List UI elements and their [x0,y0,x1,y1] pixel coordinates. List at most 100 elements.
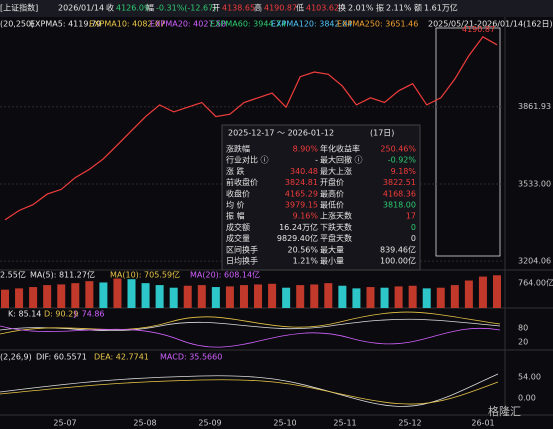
header-field: 2.01% [348,4,374,13]
range-selection[interactable] [435,27,501,257]
stats-cell: 9.18% [391,167,417,176]
volume-bar [338,285,347,308]
high-marker: 4190.87 [462,25,495,34]
volume-bar [478,276,487,308]
x-label: 25-11 [333,419,356,428]
stats-cell: 250.46% [380,145,416,154]
volume-bar [254,284,263,308]
stats-cell: 振 幅 [226,211,245,221]
volume-bar [352,288,361,308]
volume-bar [296,285,305,308]
header-field: 振 [376,3,384,13]
stats-cell: 4168.36 [383,189,416,198]
stats-cell: 0 [411,223,416,232]
stats-cell: 成交量 [226,233,250,243]
price-line [4,36,498,221]
header-field: [上证指数] [0,3,38,13]
stats-cell: 3818.00 [383,201,416,210]
header-field: 额 [414,3,422,13]
volume-bar [43,285,52,308]
kdj-tick: 80 [518,324,528,333]
volume-bar [225,286,234,308]
volume-bar [464,280,473,308]
stats-cell: 最大上涨 [320,166,352,176]
stats-cell: 行业对比 ⓘ [226,155,269,165]
stats-cell: 100.00亿 [380,256,416,266]
volume-bar [268,283,277,308]
expma-item: EXPMA120: 3842.04 [271,20,352,29]
volume-legend: MA(5): 811.27亿 [30,270,95,280]
volume-bar [85,281,94,308]
stats-cell: 839.46亿 [380,244,416,254]
x-label: 25-08 [133,419,156,428]
stats-cell: 年化收益率 [320,144,360,154]
x-label: 25-10 [273,419,296,428]
macd-tick: 0.00 [518,394,536,403]
stats-cell: 最低价 [320,200,344,210]
stats-cell: 上涨天数 [320,211,352,221]
header-field: 收 [106,3,114,13]
kdj-k [0,318,501,332]
stats-cell: 成交额 [226,222,250,232]
volume-bar [450,285,459,308]
volume-bar [394,286,403,308]
expma-range: 2025/05/21-2026/01/14(162日) [428,20,553,29]
volume-bar [141,283,150,308]
watermark: 格隆汇 [488,404,521,418]
header-field: -0.31%(-12.67) [156,4,216,13]
header-field: 1.61万亿 [424,3,458,13]
y-tick-label: 3861.93 [518,102,551,111]
kdj-j [0,325,501,348]
macd-legend: (2,26,9) [0,353,32,362]
volume-bar [282,287,291,308]
volume-bar [57,284,66,308]
expma-params: (20,250) [0,20,34,29]
volume-bar [113,278,122,308]
header-bar [0,0,553,17]
volume-bar [324,283,333,308]
header-field: 4126.09 [116,4,149,13]
volume-bar [127,279,136,308]
stats-cell: 3822.51 [383,178,416,187]
volume-bar [1,289,9,308]
header-field: 4190.87 [264,4,297,13]
header-field: 4103.62 [306,4,339,13]
volume-bar [15,288,24,308]
kdj-legend: K: 85.14 [8,310,41,319]
expma-item: EXPMA250: 3651.46 [337,20,418,29]
stats-cell: 均 价 [226,200,245,210]
volume-legend: MA(10): 705.59亿 [110,270,180,280]
y-tick-label: 3204.06 [518,257,551,266]
header-field: 幅 [146,3,154,13]
x-label: 25-09 [198,419,221,428]
stats-cell: - [315,156,318,165]
stats-days: (17日) [370,129,394,138]
expma-item: EXPMA60: 3944.74 [210,20,286,29]
stats-cell: 最大回撤 ⓘ [320,155,363,165]
volume-bar [493,275,501,308]
stats-cell: 涨 跌 [226,166,245,176]
kdj-legend: J: 74.86 [73,310,105,319]
stats-cell: 17 [406,212,416,221]
header-field: 换 [338,3,346,13]
stats-cell: 20.56% [287,245,318,254]
volume-bar [155,285,164,308]
header-field: 开 [212,4,220,13]
stats-cell: 涨跌幅 [226,144,250,154]
volume-axis-label: 764.00亿 [518,278,553,288]
expma-item: EXPMA20: 4027.50 [150,20,226,29]
stats-cell: 3824.81 [285,178,318,187]
volume-legend: MA(20): 608.14亿 [190,270,260,280]
kdj-legend: D: 90.29 [44,310,78,319]
header-field: 4138.65 [222,4,255,13]
stats-cell: 9.16% [293,212,319,221]
volume-legend: 2.55亿 [0,270,26,280]
volume-bar [310,284,319,308]
kdj-tick: 20 [518,338,528,347]
stats-cell: 最大量 [320,244,344,254]
volume-bar [169,287,178,308]
x-label: 25-07 [53,419,76,428]
stats-cell: 开盘价 [320,177,344,187]
stats-cell: 前收盘价 [226,177,258,187]
